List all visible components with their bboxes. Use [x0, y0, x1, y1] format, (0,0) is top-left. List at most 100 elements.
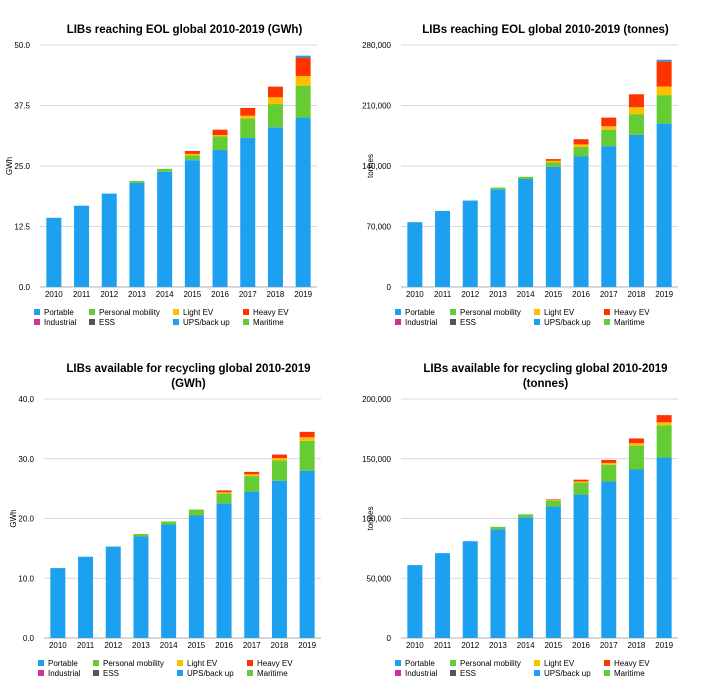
chart-title: (GWh) [171, 378, 206, 390]
bar-segment-portable [216, 503, 232, 638]
legend-label: ESS [99, 318, 115, 327]
chart-panel-recycling-tonnes: LIBs available for recycling global 2010… [355, 347, 710, 694]
legend-label: Personal mobility [460, 659, 521, 668]
legend-label: Personal mobility [460, 308, 521, 317]
bar-segment-portable [545, 166, 561, 287]
bar-segment-personal-mobility [299, 440, 315, 471]
x-tick-label: 2014 [160, 641, 178, 650]
bar-segment-portable [129, 182, 145, 287]
legend: Portable Personal mobility Light EV Heavy E… [34, 308, 289, 327]
legend-swatch [450, 660, 456, 666]
x-tick-label: 2017 [239, 290, 257, 299]
bar-segment-portable [435, 553, 451, 638]
y-tick-label: 0 [387, 634, 392, 643]
bar-segment-heavy-ev [656, 415, 672, 423]
legend-label: Industrial [405, 318, 438, 327]
legend-label: Heavy EV [614, 308, 650, 317]
bar-segment-light-ev [656, 86, 672, 96]
bar-segment-heavy-ev [240, 107, 256, 116]
bar-segment-heavy-ev [601, 117, 617, 127]
bar-segment-personal-mobility [240, 118, 256, 138]
legend-label: Heavy EV [253, 308, 289, 317]
bar-segment-light-ev [628, 107, 644, 115]
legend-swatch [173, 319, 179, 325]
bar-segment-heavy-ev [299, 431, 315, 438]
bar-segment-personal-mobility [518, 176, 534, 179]
chart-group: LIBs reaching EOL global 2010-2019 (tonn… [362, 24, 678, 327]
legend-label: Industrial [48, 669, 81, 678]
bar-segment-heavy-ev [184, 150, 200, 154]
bar-segment-light-ev [271, 458, 287, 461]
x-tick-label: 2019 [294, 290, 312, 299]
legend-swatch [534, 309, 540, 315]
legend-label: Maritime [253, 318, 284, 327]
x-tick-label: 2019 [655, 641, 673, 650]
bar-segment-portable [46, 217, 62, 287]
chart-eol-tonnes: LIBs reaching EOL global 2010-2019 (tonn… [362, 24, 678, 327]
legend-swatch [34, 319, 40, 325]
legend-label: UPS/back up [183, 318, 230, 327]
x-tick-label: 2011 [77, 641, 95, 650]
legend-swatch [243, 319, 249, 325]
legend-swatch [534, 660, 540, 666]
bar-segment-portable [161, 524, 177, 638]
y-tick-label: 10.0 [18, 574, 34, 583]
y-tick-label: 20.0 [18, 515, 34, 524]
legend-label: UPS/back up [187, 669, 234, 678]
y-axis-label: tonnes [366, 154, 375, 178]
x-tick-label: 2014 [517, 641, 535, 650]
legend-label: Light EV [183, 308, 214, 317]
legend-swatch [450, 319, 456, 325]
legend-swatch [93, 670, 99, 676]
bar-segment-portable [573, 156, 589, 287]
legend-swatch [395, 660, 401, 666]
bar-segment-heavy-ev [656, 61, 672, 87]
bar-segment-light-ev [601, 126, 617, 130]
bar-segment-personal-mobility [628, 445, 644, 470]
x-tick-label: 2011 [434, 290, 452, 299]
legend-swatch [34, 309, 40, 315]
bar-segment-heavy-ev [601, 459, 617, 463]
legend-swatch [604, 319, 610, 325]
bar-segment-portable [271, 480, 287, 638]
bar-segment-light-ev [216, 492, 232, 494]
y-tick-label: 0.0 [23, 634, 35, 643]
x-tick-label: 2012 [461, 641, 479, 650]
bar-segment-personal-mobility [267, 104, 283, 128]
x-tick-label: 2010 [406, 641, 424, 650]
x-tick-label: 2010 [45, 290, 63, 299]
x-tick-label: 2010 [49, 641, 67, 650]
x-tick-label: 2017 [243, 641, 261, 650]
bar-segment-portable [74, 205, 90, 287]
bar-segment-personal-mobility [490, 526, 506, 530]
x-tick-label: 2013 [489, 290, 507, 299]
bar-segment-heavy-ev [545, 159, 561, 161]
legend-swatch [247, 670, 253, 676]
bar-segment-portable [295, 117, 311, 287]
legend-swatch [93, 660, 99, 666]
bar-segment-portable [435, 210, 451, 287]
legend-label: ESS [460, 318, 476, 327]
bar-segment-heavy-ev [267, 86, 283, 98]
x-tick-label: 2018 [628, 290, 646, 299]
bar-segment-portable [101, 193, 117, 287]
bar-segment-portable [267, 127, 283, 287]
bar-segment-portable [628, 469, 644, 638]
legend: Portable Personal mobility Light EV Heavy E… [38, 659, 293, 678]
x-tick-label: 2013 [128, 290, 146, 299]
legend-swatch [395, 319, 401, 325]
chart-recycling-gwh: LIBs available for recycling global 2010… [9, 363, 321, 678]
x-tick-label: 2015 [183, 290, 201, 299]
bar-segment-personal-mobility [133, 534, 149, 537]
legend-swatch [534, 319, 540, 325]
bar-segment-portable [157, 171, 173, 287]
bar-segment-personal-mobility [490, 187, 506, 190]
bar-segment-personal-mobility [656, 425, 672, 458]
y-tick-label: 40.0 [18, 395, 34, 404]
y-tick-label: 50.0 [14, 41, 30, 50]
legend-label: Portable [405, 308, 435, 317]
y-tick-label: 210,000 [362, 102, 391, 111]
y-tick-label: 200,000 [362, 395, 391, 404]
bar-segment-portable [50, 568, 66, 638]
y-axis-label: GWh [9, 509, 18, 527]
